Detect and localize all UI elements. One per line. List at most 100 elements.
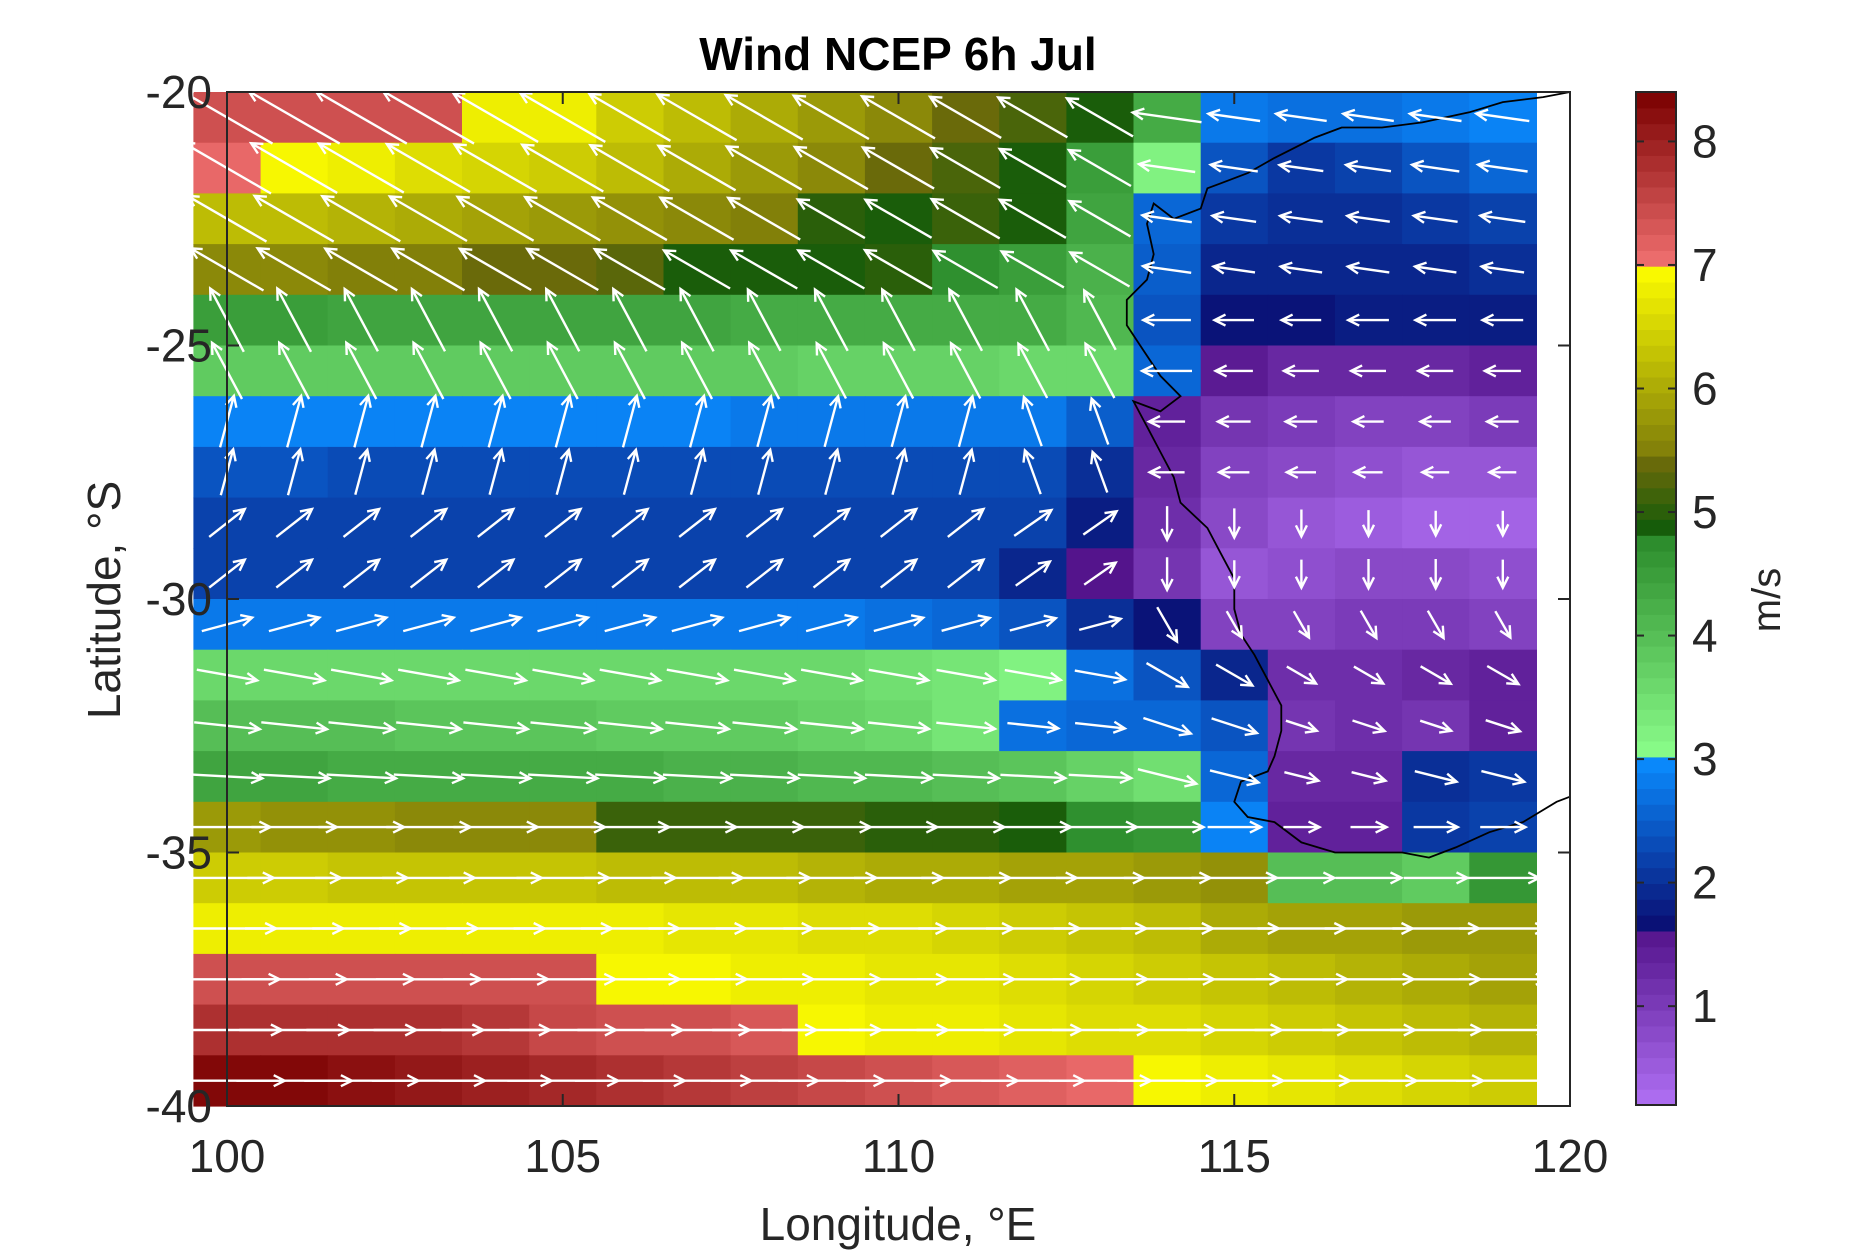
wind-arrow — [1082, 288, 1117, 351]
wind-arrow — [286, 393, 305, 448]
wind-arrow — [1145, 662, 1191, 689]
colorbar-tick-label: 3 — [1692, 733, 1718, 785]
colorbar-swatch — [1636, 281, 1676, 299]
wind-arrow — [1345, 313, 1389, 327]
wind-arrow — [1466, 871, 1542, 885]
wind-arrow — [728, 249, 798, 290]
wind-arrow — [1130, 107, 1202, 124]
wind-arrow — [1285, 719, 1320, 734]
wind-arrow — [813, 287, 849, 352]
wind-arrow — [1004, 668, 1064, 685]
colorbar-swatch — [1636, 345, 1676, 362]
wind-arrow — [1068, 251, 1131, 288]
wind-arrow — [1359, 610, 1378, 641]
wind-arrow — [1068, 770, 1134, 785]
wind-arrow — [1209, 210, 1257, 224]
colorbar-swatch — [1636, 171, 1676, 188]
wind-arrow — [879, 558, 919, 589]
wind-arrow — [797, 771, 868, 785]
wind-arrow — [622, 447, 640, 496]
colorbar-tick-label: 7 — [1692, 239, 1718, 291]
chart-title: Wind NCEP 6h Jul — [699, 28, 1096, 80]
wind-arrow — [747, 340, 781, 400]
wind-arrow — [1477, 210, 1526, 224]
colorbar-tick-label: 4 — [1692, 610, 1718, 662]
wind-arrow — [756, 393, 775, 448]
wind-arrow — [949, 340, 982, 400]
y-tick-label: -40 — [146, 1080, 212, 1132]
wind-arrow — [1284, 771, 1322, 785]
wind-arrow — [671, 613, 725, 633]
x-tick-label: 115 — [1198, 1130, 1271, 1182]
wind-arrow — [1412, 261, 1457, 275]
colorbar-swatch — [1636, 630, 1676, 647]
wind-arrow — [1090, 449, 1109, 493]
wind-arrow — [812, 558, 852, 589]
colorbar-swatch — [1636, 551, 1676, 568]
wind-arrow — [730, 771, 801, 785]
wind-arrow — [410, 286, 447, 352]
colorbar-swatch — [1636, 582, 1676, 600]
colorbar-swatch — [1636, 851, 1676, 869]
colorbar-swatch — [1636, 756, 1676, 774]
colorbar-tick-label: 8 — [1692, 115, 1718, 167]
wind-arrow — [397, 668, 462, 686]
colorbar-swatch — [1636, 915, 1676, 932]
wind-arrow — [387, 195, 468, 243]
wind-arrow — [1000, 771, 1068, 785]
wind-arrow — [611, 507, 650, 538]
wind-arrow — [1484, 415, 1519, 429]
wind-arrow — [343, 286, 379, 352]
wind-arrow — [532, 668, 596, 686]
wind-arrow — [1084, 341, 1116, 399]
wind-arrow — [725, 196, 801, 241]
colorbar-swatch — [1636, 1057, 1676, 1074]
wind-arrow — [412, 340, 445, 400]
wind-arrow — [261, 721, 330, 735]
wind-arrow — [452, 143, 538, 193]
wind-arrow — [1419, 665, 1454, 686]
wind-arrow — [864, 771, 935, 785]
x-tick-label: 110 — [862, 1130, 935, 1182]
wind-arrow — [1278, 261, 1323, 275]
wind-arrow — [276, 286, 313, 353]
wind-arrow — [1009, 614, 1059, 632]
wind-arrow — [947, 558, 986, 589]
wind-arrow — [745, 558, 785, 589]
wind-arrow — [595, 771, 668, 785]
wind-arrow — [656, 144, 737, 192]
wind-arrow — [268, 613, 322, 633]
wind-arrow — [879, 507, 919, 538]
wind-arrow — [665, 721, 732, 735]
wind-arrow — [1074, 720, 1128, 734]
wind-arrow — [738, 613, 792, 633]
wind-arrow — [823, 393, 842, 448]
wind-arrow — [1294, 509, 1308, 540]
wind-arrow — [947, 507, 986, 538]
wind-arrow — [678, 558, 718, 589]
wind-arrow — [1268, 871, 1338, 885]
colorbar-swatch — [1636, 376, 1676, 394]
wind-arrow — [463, 721, 531, 735]
wind-arrow — [1089, 396, 1110, 445]
wind-arrow — [1082, 509, 1119, 536]
wind-arrow — [1345, 261, 1390, 275]
wind-arrow — [1136, 159, 1196, 174]
wind-arrow — [680, 340, 714, 400]
wind-arrow — [1021, 394, 1043, 447]
colorbar-swatch — [1636, 741, 1676, 758]
wind-arrow — [1146, 415, 1186, 429]
wind-arrow — [544, 507, 583, 538]
wind-arrow — [805, 613, 860, 633]
wind-arrow — [1078, 615, 1124, 632]
y-tick-label: -35 — [146, 827, 212, 879]
wind-arrow — [479, 340, 512, 400]
wind-arrow — [1140, 313, 1191, 327]
colorbar-swatch — [1636, 598, 1676, 615]
colorbar-swatch — [1636, 234, 1676, 251]
wind-arrow — [1351, 771, 1389, 785]
wind-arrow — [927, 95, 1002, 139]
wind-arrow — [1225, 610, 1244, 640]
wind-arrow — [1429, 559, 1443, 591]
wind-arrow — [1015, 560, 1053, 587]
